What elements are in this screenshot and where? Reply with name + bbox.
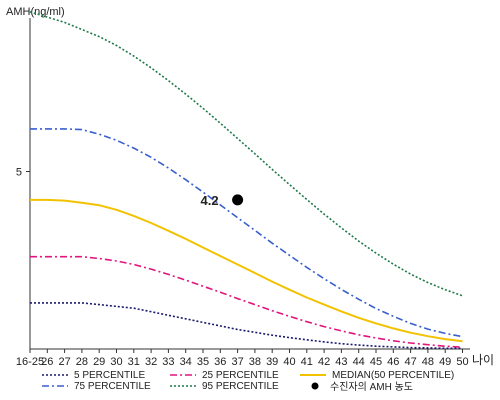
x-tick-label: 35 xyxy=(197,356,209,368)
x-tick-label: 43 xyxy=(335,356,347,368)
series-line-95-percentile xyxy=(29,11,463,297)
x-tick-label: 39 xyxy=(266,356,278,368)
x-tick-label: 29 xyxy=(93,356,105,368)
x-axis-title: 나이 xyxy=(472,353,494,367)
x-tick-label: 30 xyxy=(110,356,122,368)
x-tick-label: 33 xyxy=(162,356,174,368)
x-tick-label: 50 xyxy=(456,356,468,368)
x-tick-label: 26 xyxy=(41,356,53,368)
x-tick-label: 28 xyxy=(76,356,88,368)
x-tick-label: 49 xyxy=(439,356,451,368)
legend-label: 25 PERCENTILE xyxy=(202,370,279,381)
legend-label: 수진자의 AMH 농도 xyxy=(330,381,413,393)
series-line-25-percentile xyxy=(30,255,463,348)
x-tick-label: 42 xyxy=(318,356,330,368)
series-line-5-percentile xyxy=(30,302,463,350)
x-tick-label: 48 xyxy=(422,356,434,368)
x-tick-label: 41 xyxy=(301,356,313,368)
x-tick-label: 27 xyxy=(58,356,70,368)
x-tick-label: 36 xyxy=(214,356,226,368)
series-line-75-percentile xyxy=(30,128,463,338)
x-tick-label: 31 xyxy=(128,356,140,368)
x-tick-label: 45 xyxy=(370,356,382,368)
x-tick-label: 40 xyxy=(283,356,295,368)
x-tick-label: 44 xyxy=(353,356,365,368)
legend-label: 75 PERCENTILE xyxy=(74,381,151,392)
legend-label: 5 PERCENTILE xyxy=(74,370,145,381)
x-tick-label: 16-25 xyxy=(16,356,44,368)
x-tick-label: 47 xyxy=(404,356,416,368)
x-tick-label: 32 xyxy=(145,356,157,368)
y-axis-title: AMH(ng/ml) xyxy=(6,6,65,18)
patient-amh-label: 4.2 xyxy=(201,193,219,208)
x-tick-label: 46 xyxy=(387,356,399,368)
x-tick-label: 34 xyxy=(180,356,192,368)
patient-amh-point xyxy=(232,194,244,206)
y-tick-label: 10 xyxy=(10,0,22,1)
x-tick-label: 37 xyxy=(231,356,243,368)
legend-point-marker xyxy=(311,382,319,390)
x-tick-label: 38 xyxy=(249,356,261,368)
legend-label: 95 PERCENTILE xyxy=(202,381,279,392)
series-line-median-50-percentile- xyxy=(30,198,463,343)
y-tick-label: 5 xyxy=(16,167,22,179)
legend-label: MEDIAN(50 PERCENTILE) xyxy=(332,370,454,381)
